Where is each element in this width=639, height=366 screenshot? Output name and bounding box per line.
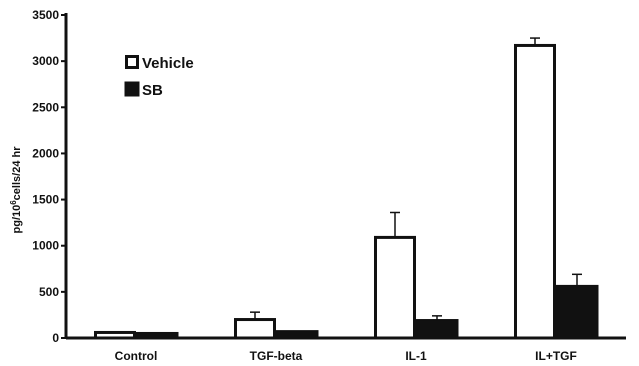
y-tick-label: 1500 — [32, 193, 59, 207]
y-axis-label-superscript: 6 — [9, 200, 18, 205]
y-tick-label: 1000 — [32, 239, 59, 253]
y-axis-label: pg/106cells/24 hr — [9, 146, 23, 234]
y-tick-label: 0 — [52, 331, 59, 345]
x-axis-labels: Control TGF-beta IL-1 IL+TGF — [115, 349, 577, 363]
legend: Vehicle SB — [124, 55, 194, 99]
legend-swatch-sb — [124, 81, 140, 97]
legend-swatch-vehicle — [125, 55, 139, 69]
bar-vehicle-il-1 — [374, 235, 416, 340]
x-tick-label: IL-1 — [405, 349, 427, 363]
error-bars — [250, 37, 582, 320]
y-tick-label: 3000 — [32, 54, 59, 68]
bar-vehicle-tgf-beta — [234, 318, 276, 340]
bar-sb-il-tgf — [555, 284, 599, 339]
y-tick-label: 2500 — [32, 100, 59, 114]
bar-sb-control — [135, 331, 179, 339]
y-axis-ticks: 0 500 1000 1500 2000 2500 3000 3500 — [32, 8, 66, 345]
bars — [94, 43, 599, 340]
y-tick-label: 3500 — [32, 8, 59, 22]
x-tick-label: TGF-beta — [250, 349, 303, 363]
x-tick-label: IL+TGF — [535, 349, 577, 363]
bar-vehicle-control — [94, 330, 136, 340]
legend-label-sb: SB — [142, 82, 163, 99]
x-tick-label: Control — [115, 349, 158, 363]
bar-sb-il-1 — [415, 319, 459, 339]
bar-sb-tgf-beta — [275, 330, 319, 339]
y-tick-label: 2000 — [32, 146, 59, 160]
y-tick-label: 500 — [39, 285, 59, 299]
legend-label-vehicle: Vehicle — [142, 55, 194, 72]
bar-vehicle-il-tgf — [514, 43, 556, 340]
